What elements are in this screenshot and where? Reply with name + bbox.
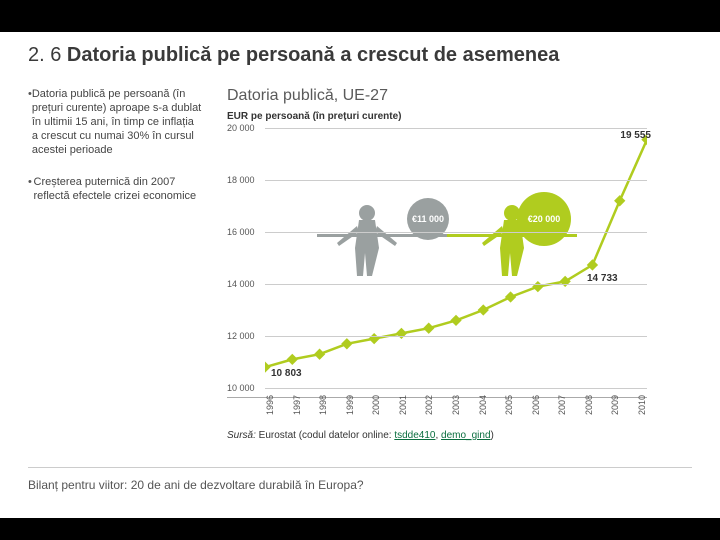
gridline xyxy=(265,336,647,337)
x-tick-label: 2005 xyxy=(504,405,514,415)
top-bar xyxy=(0,0,720,32)
start-value-label: 10 803 xyxy=(271,368,302,379)
chart-subtitle: EUR pe persoană (în prețuri curente) xyxy=(227,111,692,122)
x-tick-label: 2002 xyxy=(424,405,434,415)
badge-small: €11 000 xyxy=(407,198,449,240)
y-tick-label: 10 000 xyxy=(227,383,255,393)
chart-area: €11 000 €20 000 10 803 14 733 19 555 199… xyxy=(227,128,647,398)
y-tick-label: 18 000 xyxy=(227,175,255,185)
gridline xyxy=(265,232,647,233)
x-tick-label: 2007 xyxy=(557,405,567,415)
gridline xyxy=(265,388,647,389)
bullet-item: • Datoria publică pe persoană (în prețur… xyxy=(28,87,203,157)
source-link[interactable]: demo_gind xyxy=(441,430,490,441)
x-tick-label: 2008 xyxy=(584,405,594,415)
x-tick-label: 1996 xyxy=(265,405,275,415)
source-line: Sursă: Eurostat (codul datelor online: t… xyxy=(227,430,692,441)
source-text: Eurostat (codul datelor online: xyxy=(256,430,394,441)
x-tick-label: 1997 xyxy=(292,405,302,415)
source-link[interactable]: tsdde410 xyxy=(394,430,435,441)
end-value-label: 19 555 xyxy=(620,130,651,141)
y-tick-label: 14 000 xyxy=(227,279,255,289)
bullet-text: Datoria publică pe persoană (în prețuri … xyxy=(32,87,203,157)
x-tick-label: 2001 xyxy=(398,405,408,415)
x-axis-labels: 1996 1997 1998 1999 2000 2001 2002 2003 2004 2005… xyxy=(265,405,647,415)
badge-large: €20 000 xyxy=(517,192,571,246)
bullet-item: • Creșterea puternică din 2007 reflectă … xyxy=(28,175,203,203)
gridline xyxy=(265,128,647,129)
page-title: 2. 6 Datoria publică pe persoană a cresc… xyxy=(28,44,692,67)
footer-text: Bilanț pentru viitor: 20 de ani de dezvo… xyxy=(28,478,692,492)
x-tick-label: 2010 xyxy=(637,405,647,415)
y-tick-label: 12 000 xyxy=(227,331,255,341)
x-tick-label: 2004 xyxy=(478,405,488,415)
y-tick-label: 16 000 xyxy=(227,227,255,237)
content: 2. 6 Datoria publică pe persoană a cresc… xyxy=(0,32,720,441)
footer: Bilanț pentru viitor: 20 de ani de dezvo… xyxy=(28,467,692,492)
mid-value-label: 14 733 xyxy=(587,273,618,284)
bottom-bar xyxy=(0,518,720,540)
x-tick-label: 1998 xyxy=(318,405,328,415)
main-row: • Datoria publică pe persoană (în prețur… xyxy=(28,87,692,441)
left-column: • Datoria publică pe persoană (în prețur… xyxy=(28,87,203,441)
right-column: Datoria publică, UE-27 EUR pe persoană (… xyxy=(227,87,692,441)
x-tick-label: 2000 xyxy=(371,405,381,415)
source-prefix: Sursă: xyxy=(227,430,256,441)
gridline xyxy=(265,284,647,285)
x-tick-label: 1999 xyxy=(345,405,355,415)
y-tick-label: 20 000 xyxy=(227,123,255,133)
gridline xyxy=(265,180,647,181)
chart-title: Datoria publică, UE-27 xyxy=(227,87,692,105)
x-tick-label: 2003 xyxy=(451,405,461,415)
x-tick-label: 2006 xyxy=(531,405,541,415)
x-tick-label: 2009 xyxy=(610,405,620,415)
title-prefix: 2. 6 xyxy=(28,44,67,66)
title-bold: Datoria publică pe persoană a crescut de… xyxy=(67,44,559,66)
bullet-text: Creșterea puternică din 2007 reflectă ef… xyxy=(34,175,203,203)
